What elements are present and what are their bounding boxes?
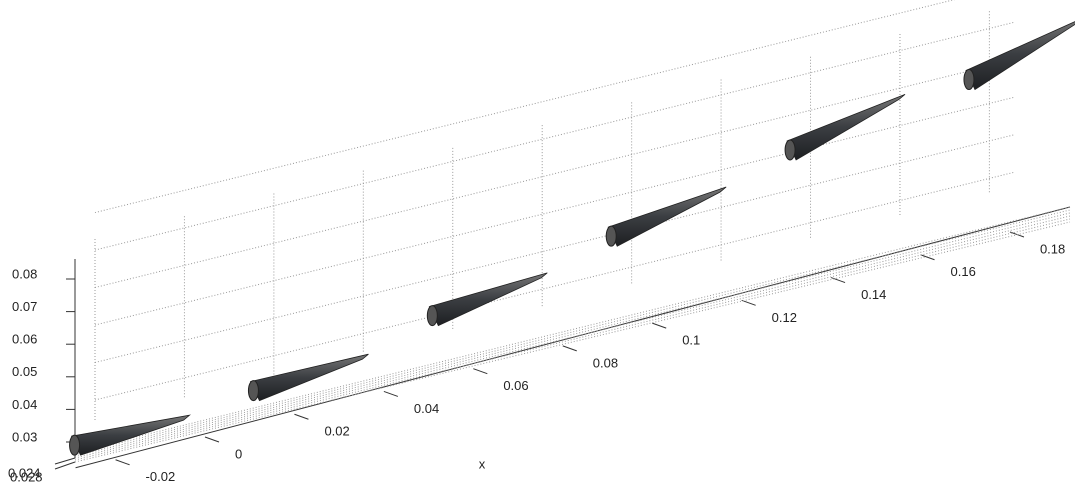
cone <box>964 18 1075 90</box>
cone-body <box>429 273 547 326</box>
cone-body <box>250 354 368 400</box>
x-tick-label: 0.04 <box>414 401 439 416</box>
cone-body <box>787 94 905 160</box>
cone-base <box>427 306 437 326</box>
z-tick-label: 0.05 <box>12 364 37 379</box>
cone <box>785 94 905 160</box>
x-tick-label: 0.16 <box>951 264 976 279</box>
x-tick <box>294 414 308 419</box>
grid-line <box>95 60 1014 288</box>
floor-line <box>75 222 1070 462</box>
z-tick-label: 0.04 <box>12 397 37 412</box>
chart: x -0.02 0 0.02 0.04 0.06 0.08 0.1 0.12 0.14 0.16 0… <box>0 0 1075 486</box>
x-tick <box>473 369 487 374</box>
x-tick-label: 0.14 <box>861 287 886 302</box>
z-tick-label: 0.03 <box>12 429 37 444</box>
x-tick-label: 0 <box>235 446 242 461</box>
page: x -0.02 0 0.02 0.04 0.06 0.08 0.1 0.12 0.14 0.16 0… <box>0 0 1075 486</box>
z-tick-label: 0.08 <box>12 266 37 281</box>
x-tick-label: 0.08 <box>593 355 618 370</box>
x-tick <box>652 323 666 328</box>
x-tick-label: 0.18 <box>1040 241 1065 256</box>
floor-line <box>75 210 1070 454</box>
cone <box>427 273 547 326</box>
cone-base <box>70 435 80 455</box>
cone-base <box>606 226 616 246</box>
x-tick-label: 0.06 <box>503 378 528 393</box>
x-tick <box>831 278 845 283</box>
z-tick-label: 0.06 <box>12 332 37 347</box>
x-tick <box>116 460 130 465</box>
cone-base <box>248 381 258 401</box>
x-tick-label: -0.02 <box>146 469 176 484</box>
x-tick <box>563 346 577 351</box>
x-tick-label: 0.02 <box>324 424 349 439</box>
x-tick <box>921 255 935 260</box>
cone <box>248 354 368 400</box>
z-tick-label: 0.07 <box>12 299 37 314</box>
y-tick-label: 0.028 <box>10 469 43 484</box>
floor-line <box>75 213 1070 456</box>
cone-base <box>964 70 974 90</box>
cone-body <box>966 18 1075 90</box>
x-tick <box>205 437 219 442</box>
cone <box>606 187 726 246</box>
cone-body <box>608 187 726 246</box>
floor-line <box>75 219 1070 460</box>
grid-line <box>95 135 1014 363</box>
cone-body <box>72 415 190 455</box>
cone-base <box>785 140 795 160</box>
x-tick-label: 0.12 <box>772 310 797 325</box>
cone <box>70 415 190 455</box>
x-axis-label: x <box>479 456 486 471</box>
grid-line <box>95 22 1014 250</box>
x-tick <box>384 391 398 396</box>
x-tick-label: 0.1 <box>682 333 700 348</box>
